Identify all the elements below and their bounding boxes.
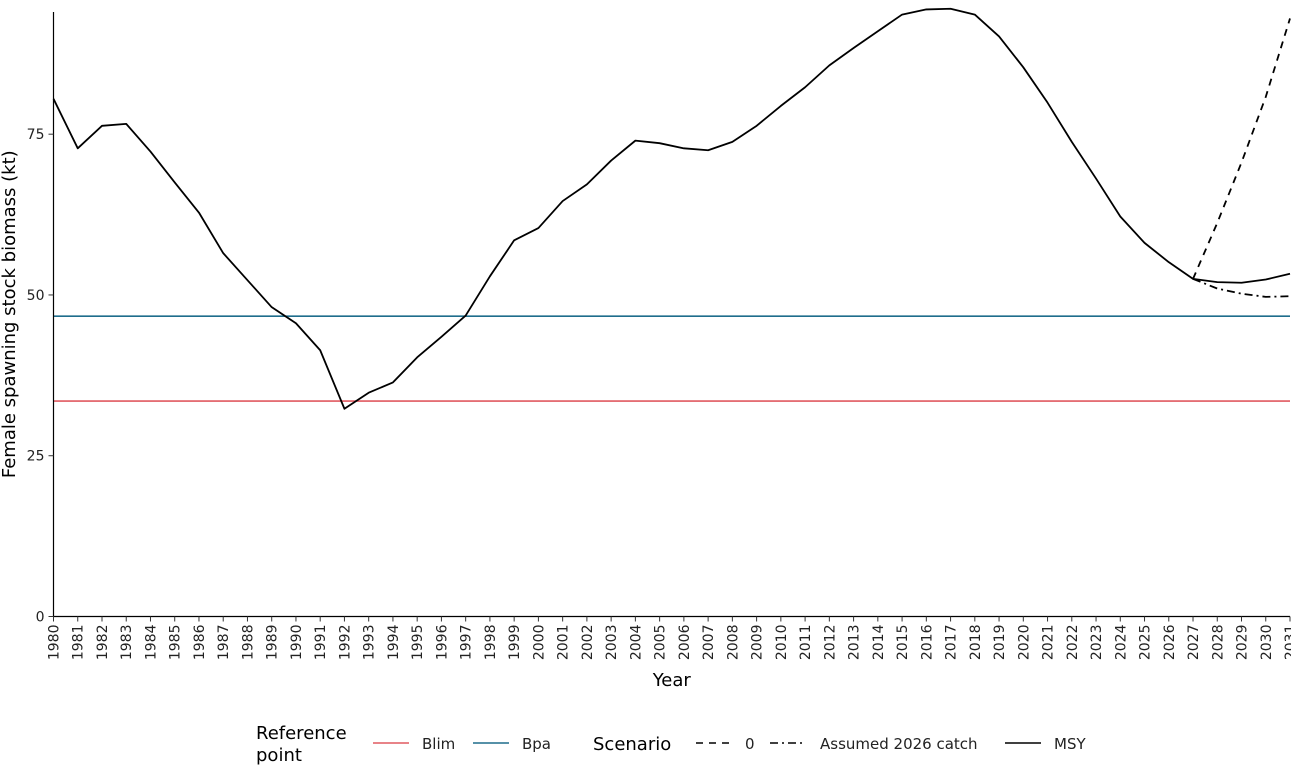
x-tick-label: 2005 bbox=[653, 625, 669, 661]
y-axis-title: Female spawning stock biomass (kt) bbox=[0, 150, 20, 478]
legend-reference-title: point bbox=[256, 745, 302, 766]
y-tick-label: 0 bbox=[36, 610, 45, 626]
x-tick-label: 2028 bbox=[1210, 625, 1226, 661]
x-tick-label: 2010 bbox=[774, 625, 790, 661]
y-tick-label: 50 bbox=[27, 288, 45, 304]
x-tick-label: 2031 bbox=[1283, 625, 1291, 661]
x-tick-label: 2025 bbox=[1138, 625, 1154, 661]
x-tick-label: 1984 bbox=[143, 624, 159, 660]
x-tick-label: 2003 bbox=[604, 625, 620, 661]
x-axis-title: Year bbox=[652, 670, 692, 691]
x-tick-label: 2002 bbox=[580, 625, 596, 661]
legend-label-blim: Blim bbox=[422, 735, 455, 753]
x-tick-label: 1992 bbox=[337, 625, 353, 661]
x-tick-label: 2007 bbox=[701, 625, 717, 661]
x-tick-label: 2015 bbox=[895, 625, 911, 661]
x-tick-label: 1982 bbox=[95, 625, 111, 661]
legend-label-bpa: Bpa bbox=[522, 735, 551, 753]
x-tick-label: 2000 bbox=[531, 625, 547, 661]
x-tick-label: 1993 bbox=[362, 625, 378, 661]
x-tick-label: 1985 bbox=[168, 625, 184, 661]
x-tick-label: 1998 bbox=[483, 625, 499, 661]
x-tick-label: 1986 bbox=[192, 624, 208, 660]
x-tick-label: 2023 bbox=[1089, 625, 1105, 661]
axes: 0 25 50 75 1980 1981 1982 1983 1984 1985 1986 1987 1… bbox=[27, 12, 1291, 660]
x-tick-label: 2008 bbox=[725, 625, 741, 661]
x-tick-label: 2011 bbox=[798, 625, 814, 661]
x-tick-label: 1980 bbox=[47, 625, 63, 661]
x-tick-label: 1989 bbox=[265, 625, 281, 661]
x-tick-label: 2018 bbox=[968, 625, 984, 661]
series-line-0 bbox=[1192, 18, 1291, 280]
x-tick-label: 2026 bbox=[1162, 624, 1178, 660]
x-tick-label: 2020 bbox=[1016, 625, 1032, 661]
x-tick-label: 2029 bbox=[1235, 625, 1251, 661]
x-tick-label: 2024 bbox=[1113, 624, 1129, 660]
x-tick-label: 2012 bbox=[822, 625, 838, 661]
series-lines bbox=[52, 7, 1291, 410]
x-tick-label: 1999 bbox=[507, 625, 523, 661]
x-tick-label: 1997 bbox=[459, 625, 475, 661]
x-tick-label: 1991 bbox=[313, 625, 329, 661]
x-tick-label: 2021 bbox=[1041, 625, 1057, 661]
x-tick-label: 2009 bbox=[750, 625, 766, 661]
x-tick-label: 1981 bbox=[71, 625, 87, 661]
x-tick-label: 1994 bbox=[386, 624, 402, 660]
x-tick-label: 2001 bbox=[556, 625, 572, 661]
x-tick-label: 2030 bbox=[1259, 625, 1275, 661]
x-tick-label: 2004 bbox=[628, 624, 644, 660]
y-tick-label: 75 bbox=[27, 127, 45, 143]
legend-scenario-title: Scenario bbox=[593, 734, 671, 755]
x-tick-label: 1995 bbox=[410, 625, 426, 661]
x-tick-label: 1988 bbox=[240, 625, 256, 661]
x-tick-label: 1996 bbox=[434, 624, 450, 660]
legend-label-0: 0 bbox=[745, 735, 755, 753]
x-tick-label: 2006 bbox=[677, 624, 693, 660]
legend-reference-title: Reference bbox=[256, 723, 347, 744]
x-tick-label: 1990 bbox=[289, 625, 305, 661]
x-tick-label: 1983 bbox=[119, 625, 135, 661]
x-tick-label: 2016 bbox=[919, 624, 935, 660]
x-tick-label: 2013 bbox=[847, 625, 863, 661]
x-tick-label: 2019 bbox=[992, 625, 1008, 661]
x-tick-label: 2014 bbox=[871, 624, 887, 660]
series-line-msy bbox=[52, 7, 1291, 410]
legend-label-msy: MSY bbox=[1054, 735, 1086, 753]
legend-label-assumed-2026-catch: Assumed 2026 catch bbox=[820, 735, 978, 753]
x-tick-label: 2022 bbox=[1065, 625, 1081, 661]
reference-lines bbox=[53, 315, 1290, 402]
x-tick-label: 1987 bbox=[216, 625, 232, 661]
x-tick-label: 2017 bbox=[944, 625, 960, 661]
x-tick-label: 2027 bbox=[1186, 625, 1202, 661]
y-tick-label: 25 bbox=[27, 449, 45, 465]
